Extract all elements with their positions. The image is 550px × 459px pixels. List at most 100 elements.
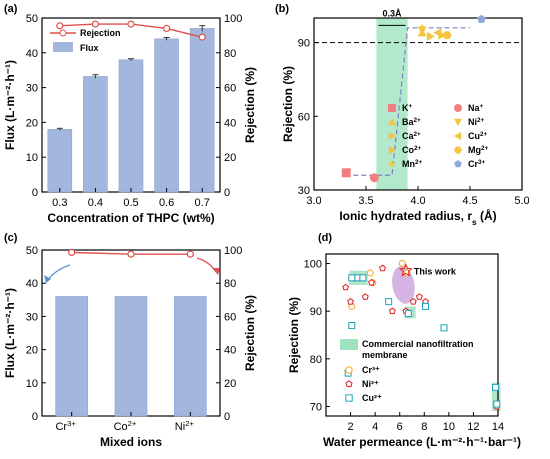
- panel-c-flux-bar: [114, 296, 148, 417]
- panel-b-point-mn: [417, 23, 427, 32]
- panel-d-xtick-label: 14: [492, 421, 504, 433]
- panel-b-ytick-label: 30: [298, 185, 310, 197]
- panel-d-legend-label: Cr³⁺: [362, 365, 380, 375]
- panel-a-ytick-left-label: 50: [26, 13, 38, 25]
- panel-c-rejection-point: [68, 248, 76, 257]
- panel-b-legend-marker: [388, 160, 396, 168]
- panel-b-point-ca: [426, 31, 435, 41]
- panel-b-legend-marker: [454, 146, 462, 154]
- panel-c-rejection-arrow: [196, 257, 217, 273]
- panel-b-xtick-label: 3.0: [306, 195, 321, 207]
- panel-b-legend-label: Mn2+: [402, 159, 423, 170]
- panel-b-xtick-label: 4.5: [462, 195, 477, 207]
- panel-d-this-work-star: [398, 263, 413, 277]
- panel-b-ytick-label: 90: [298, 38, 310, 50]
- panel-c-flux-arrow: [47, 264, 71, 281]
- panel-c-ytick-left-label: 40: [26, 278, 38, 290]
- panel-d-point: [348, 321, 356, 329]
- panel-a-legend-rejection-label: Rejection: [80, 28, 121, 38]
- panel-b-point-cr: [477, 14, 486, 23]
- panel-a-legend-flux-swatch: [53, 42, 73, 52]
- panel-c-xtick-label: Ni2+: [175, 419, 195, 434]
- panel-d-legend-commercial-label-2: membrane: [362, 350, 408, 360]
- panel-b-legend-label: Na+: [468, 103, 484, 114]
- panel-a-rejection-point: [163, 24, 171, 33]
- panel-d-point: [366, 269, 374, 277]
- panel-b-legend-label: Ba2+: [402, 117, 421, 128]
- panel-a-ytick-left-label: 20: [26, 117, 38, 129]
- panel-a-rejection-point: [56, 22, 64, 30]
- panel-a-rejection-point: [91, 20, 100, 28]
- panel-b-legend-marker: [454, 132, 462, 140]
- panel-d-point: [385, 298, 393, 306]
- panel-b-legend-label: K+: [402, 103, 413, 114]
- panel-b-legend-label: Ca2+: [402, 131, 421, 142]
- panel-d-point: [359, 274, 367, 282]
- panel-a-ytick-right-label: 60: [224, 83, 236, 95]
- panel-b-legend-label: Cr3+: [468, 159, 486, 170]
- panel-d-xtick-label: 4: [372, 421, 378, 433]
- panel-a-legend-flux-label: Flux: [80, 43, 99, 53]
- panel-a-xtick-label: 0.4: [88, 197, 103, 209]
- panel-b-legend-label: Mg2+: [468, 145, 489, 156]
- panel-d-point: [398, 260, 406, 268]
- panel-a-ytick-right-label: 100: [224, 13, 242, 25]
- panel-a-ytick-right-label: 0: [224, 187, 230, 199]
- panel-c-ylabel-left: Flux (L·m⁻²·h⁻¹): [3, 288, 17, 378]
- panel-c-flux-bar: [55, 296, 88, 417]
- panel-d-legend-marker: [345, 380, 353, 388]
- panel-b-legend-marker: [454, 160, 462, 168]
- panel-d-legend-marker: [345, 366, 353, 374]
- panel-c-ytick-left-label: 0: [32, 411, 38, 423]
- panel-c-ytick-right-label: 40: [224, 345, 236, 357]
- panel-a-ytick-left-label: 0: [32, 187, 38, 199]
- panel-c-flux-bar: [174, 296, 207, 417]
- panel-a-flux-bar: [154, 38, 179, 193]
- panel-b-xtick-label: 4.0: [410, 195, 425, 207]
- panel-d-this-work-label: This work: [414, 267, 457, 277]
- panel-a-ytick-right-label: 20: [224, 152, 236, 164]
- panel-a-ylabel-left: Flux (L·m⁻²·h⁻¹): [3, 60, 17, 150]
- panel-d-ytick-label: 90: [310, 306, 322, 318]
- panel-c-xtick-label: Co2+: [114, 419, 137, 434]
- panel-d-point: [404, 310, 412, 318]
- panel-d-ylabel: Rejection (%): [287, 297, 301, 373]
- panel-d-xtick-label: 2: [348, 421, 354, 433]
- panel-c-rejection-arrowhead: [212, 268, 220, 275]
- panel-a-xtick-label: 0.6: [159, 197, 174, 209]
- panel-d-point: [368, 278, 375, 286]
- panel-a-xtick-label: 0.7: [195, 197, 210, 209]
- panel-c-ytick-right-label: 20: [224, 378, 236, 390]
- panel-d-point: [493, 400, 501, 408]
- panel-d-legend-label: Cu²⁺: [362, 393, 382, 403]
- panel-a-legend-rejection-marker: [59, 29, 67, 37]
- panel-d-point: [348, 274, 356, 282]
- panel-letter-d: (d): [318, 232, 332, 244]
- panel-b-point-na: [369, 173, 379, 183]
- panel-a-xtick-label: 0.5: [123, 197, 138, 209]
- panel-c-ytick-right-label: 100: [224, 245, 242, 257]
- panel-a-ytick-right-label: 80: [224, 48, 236, 60]
- panel-b-point-co: [438, 30, 447, 40]
- panel-c-ytick-left-label: 50: [26, 245, 38, 257]
- panel-b-xtick-label: 5.0: [514, 195, 529, 207]
- panel-c-rejection-point: [186, 250, 194, 258]
- panel-c-ytick-left-label: 10: [26, 378, 38, 390]
- panel-d-xtick-label: 6: [397, 421, 403, 433]
- panel-d-point: [409, 298, 417, 305]
- panel-b-legend-marker: [454, 118, 462, 126]
- panel-d-point: [342, 283, 350, 291]
- panel-d-commercial-box: [491, 382, 501, 412]
- panel-letter-b: (b): [275, 3, 289, 15]
- panel-d-legend-commercial-label: Commercial nanofiltration: [362, 339, 474, 349]
- panel-b-xtick-label: 3.5: [358, 195, 373, 207]
- panel-c-xtick-label: Cr3+: [55, 419, 76, 434]
- panel-b-legend-marker: [388, 104, 396, 112]
- panel-a-rejection-point: [127, 20, 135, 28]
- panel-c-ytick-right-label: 80: [224, 278, 236, 290]
- panel-b-legend-label: Ni2+: [468, 117, 485, 128]
- panel-d-point: [440, 324, 448, 332]
- panel-d-point: [361, 293, 369, 300]
- panel-d-point: [415, 293, 423, 300]
- panel-a-xlabel: Concentration of THPC (wt%): [47, 211, 214, 225]
